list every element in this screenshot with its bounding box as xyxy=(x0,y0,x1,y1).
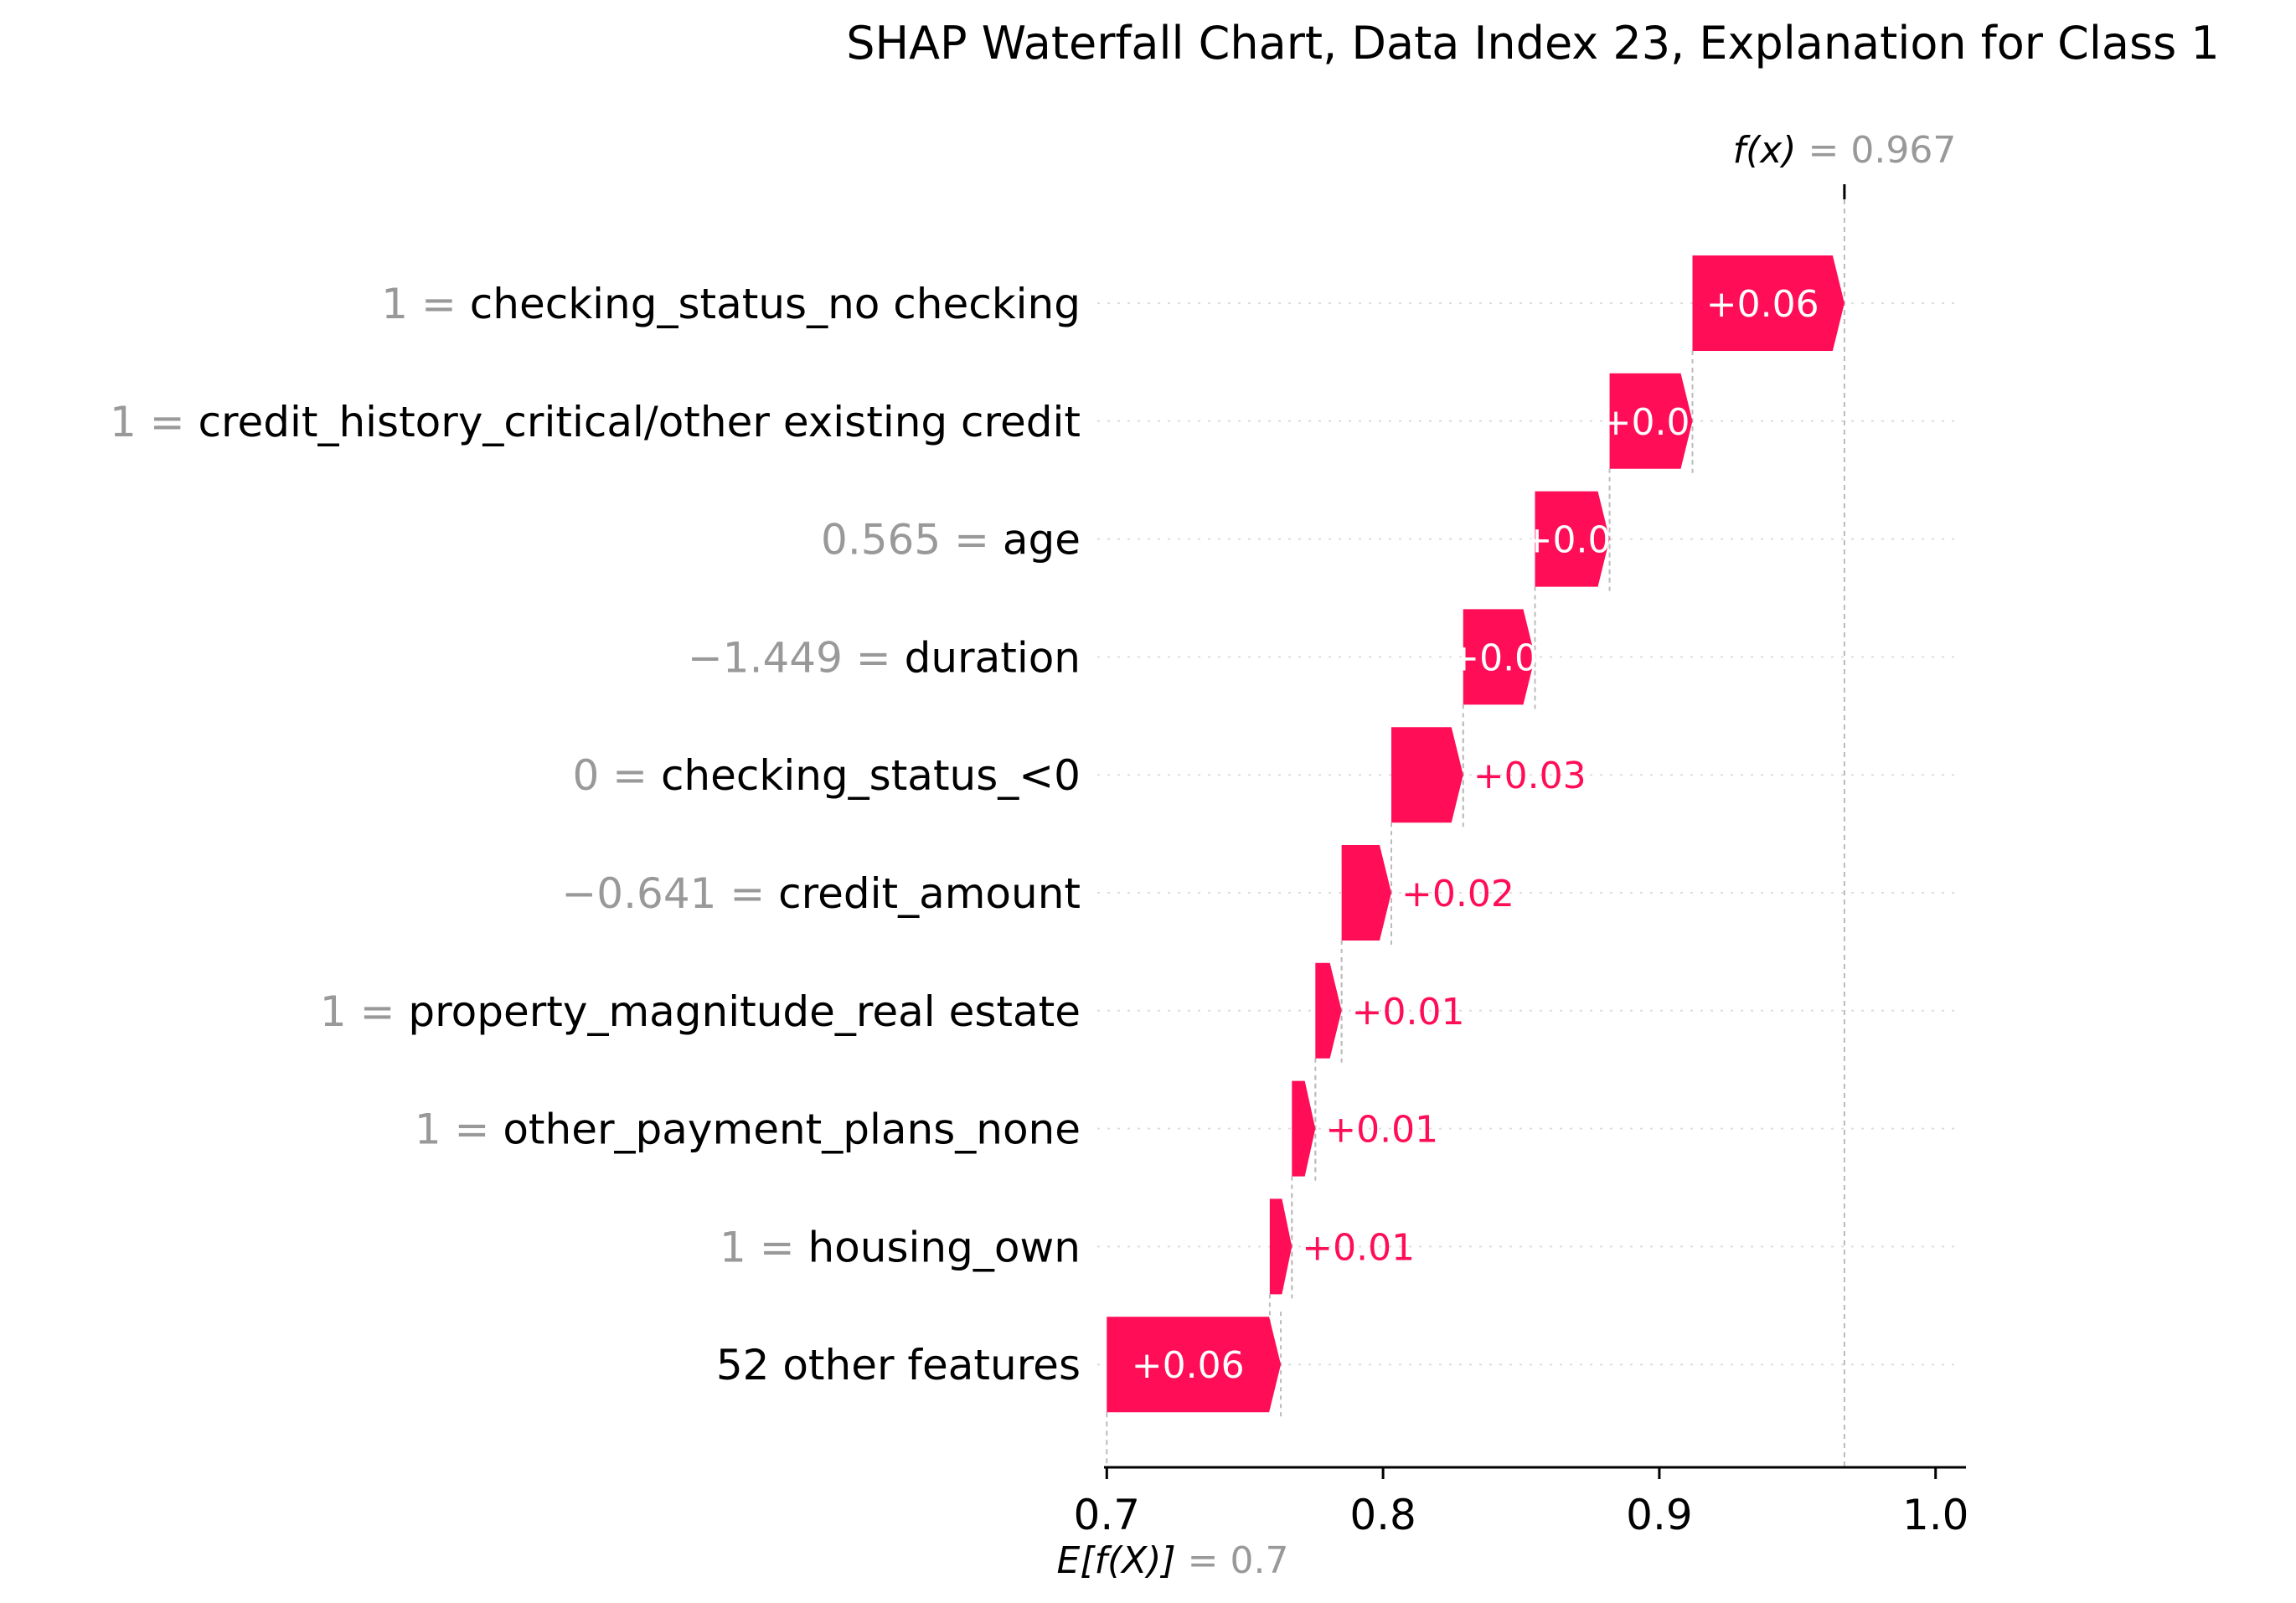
shap-bar xyxy=(1315,962,1342,1059)
feature-value: 0 = xyxy=(572,751,661,800)
fx-label: f(x) xyxy=(1733,129,1797,172)
shap-value-label: +0.02 xyxy=(1401,873,1514,915)
feature-name: 52 other features xyxy=(716,1341,1081,1389)
feature-name: checking_status_no checking xyxy=(470,280,1081,328)
shap-value-label: +0.0 xyxy=(1522,519,1612,562)
efx-equals: = xyxy=(1188,1539,1231,1582)
x-tick-label: 0.9 xyxy=(1626,1491,1693,1539)
feature-label: 52 other features xyxy=(716,1341,1081,1389)
x-axis: 0.7 0.8 0.9 1.0 xyxy=(1074,1466,1969,1539)
shap-bar xyxy=(1269,1198,1292,1295)
feature-value: 1 = xyxy=(320,987,409,1036)
feature-label: 1 = property_magnitude_real estate xyxy=(320,987,1081,1036)
reference-lines xyxy=(1106,184,1846,1467)
shap-value-label: +0.06 xyxy=(1706,283,1819,326)
x-tick-label: 0.7 xyxy=(1074,1491,1141,1539)
fx-equals: = xyxy=(1808,129,1851,172)
shap-bar xyxy=(1609,373,1693,469)
feature-name: credit_history_critical/other existing c… xyxy=(199,398,1081,446)
x-tick-label: 1.0 xyxy=(1902,1491,1969,1539)
shap-value-label: +0.01 xyxy=(1302,1226,1415,1269)
feature-value: 1 = xyxy=(415,1106,503,1154)
feature-name: age xyxy=(1003,516,1081,564)
shap-value-label: +0.01 xyxy=(1325,1109,1438,1152)
feature-value: −0.641 = xyxy=(561,869,778,918)
fx-annotation: f(x) = 0.967 xyxy=(1733,129,1957,172)
efx-label: E[f(X)] xyxy=(1057,1539,1176,1582)
feature-value: 0.565 = xyxy=(821,516,1003,564)
shap-bar xyxy=(1535,491,1610,587)
feature-value: 1 = xyxy=(720,1223,808,1271)
fx-value: 0.967 xyxy=(1850,129,1956,172)
feature-name: property_magnitude_real estate xyxy=(408,987,1081,1036)
feature-name: checking_status_<0 xyxy=(661,751,1081,800)
feature-label: 1 = housing_own xyxy=(720,1223,1081,1271)
shap-value-label: +0.01 xyxy=(1352,991,1465,1033)
bars: +0.06 +0.0 +0.0 +0.0 +0.03 +0.02 +0.01 +0.01 +0.… xyxy=(1107,255,1845,1413)
shap-bar xyxy=(1341,845,1391,941)
shap-bar xyxy=(1292,1080,1316,1177)
shap-value-label: +0.0 xyxy=(1601,401,1690,444)
efx-annotation: E[f(X)] = 0.7 xyxy=(1057,1539,1289,1582)
shap-value-label: +0.03 xyxy=(1473,755,1587,797)
chart-title: SHAP Waterfall Chart, Data Index 23, Exp… xyxy=(846,17,2220,70)
shap-bar xyxy=(1463,609,1535,705)
feature-value: −1.449 = xyxy=(688,633,905,682)
row-gridlines xyxy=(1097,302,1960,1366)
shap-bar xyxy=(1692,255,1845,351)
shap-value-label: +0.0 xyxy=(1448,637,1538,679)
feature-name: other_payment_plans_none xyxy=(503,1106,1081,1154)
feature-name: duration xyxy=(905,633,1081,682)
feature-label: 0.565 = age xyxy=(821,516,1081,564)
efx-value: 0.7 xyxy=(1230,1539,1288,1582)
feature-value: 1 = xyxy=(381,280,470,328)
feature-label: 0 = checking_status_<0 xyxy=(572,751,1081,800)
shap-value-label: +0.06 xyxy=(1132,1344,1245,1387)
feature-label: 1 = credit_history_critical/other existi… xyxy=(110,398,1081,446)
feature-value: 1 = xyxy=(110,398,199,446)
feature-label: −0.641 = credit_amount xyxy=(561,869,1081,918)
feature-label: 1 = other_payment_plans_none xyxy=(415,1106,1081,1154)
shap-bar xyxy=(1107,1317,1282,1413)
feature-name: credit_amount xyxy=(778,869,1081,918)
feature-name: housing_own xyxy=(807,1223,1081,1271)
x-tick-label: 0.8 xyxy=(1349,1491,1416,1539)
feature-label: −1.449 = duration xyxy=(688,633,1081,682)
shap-bar xyxy=(1391,727,1463,823)
feature-label: 1 = checking_status_no checking xyxy=(381,280,1081,328)
